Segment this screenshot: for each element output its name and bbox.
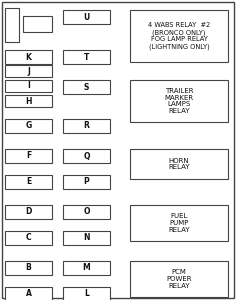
Bar <box>130 149 228 179</box>
Bar <box>63 149 110 163</box>
Text: C: C <box>26 233 31 242</box>
Text: N: N <box>83 233 90 242</box>
Text: P: P <box>84 178 89 187</box>
Text: S: S <box>84 82 89 91</box>
Bar <box>5 8 19 42</box>
Text: O: O <box>83 208 90 217</box>
Bar <box>23 16 52 32</box>
Bar <box>5 95 52 107</box>
Text: G: G <box>25 122 32 130</box>
Text: I: I <box>27 82 30 91</box>
Bar <box>63 175 110 189</box>
Bar <box>5 287 52 300</box>
Bar <box>130 205 228 241</box>
Bar <box>63 119 110 133</box>
Bar <box>63 231 110 245</box>
Text: T: T <box>84 52 89 62</box>
Bar <box>5 149 52 163</box>
Bar <box>5 119 52 133</box>
Bar <box>63 10 110 24</box>
Text: L: L <box>84 290 89 298</box>
Bar <box>5 175 52 189</box>
Bar <box>5 205 52 219</box>
Text: E: E <box>26 178 31 187</box>
Bar <box>63 205 110 219</box>
Bar <box>5 261 52 275</box>
Bar <box>130 10 228 62</box>
Text: PCM
POWER
RELAY: PCM POWER RELAY <box>166 269 192 289</box>
Text: TRAILER
MARKER
LAMPS
RELAY: TRAILER MARKER LAMPS RELAY <box>164 88 194 114</box>
Bar <box>130 80 228 122</box>
Text: R: R <box>84 122 89 130</box>
Text: FUEL
PUMP
RELAY: FUEL PUMP RELAY <box>168 213 190 233</box>
Text: U: U <box>83 13 90 22</box>
Text: K: K <box>25 52 31 62</box>
Text: M: M <box>83 263 90 272</box>
Text: 4 WABS RELAY  #2
(BRONCO ONLY)
FOG LAMP RELAY
(LIGHTNING ONLY): 4 WABS RELAY #2 (BRONCO ONLY) FOG LAMP R… <box>148 22 210 50</box>
Bar <box>5 80 52 92</box>
Bar <box>5 65 52 77</box>
Bar <box>63 50 110 64</box>
Text: J: J <box>27 67 30 76</box>
Bar <box>63 80 110 94</box>
Bar <box>63 261 110 275</box>
Text: A: A <box>25 290 31 298</box>
Text: D: D <box>25 208 32 217</box>
Bar <box>130 261 228 297</box>
Text: F: F <box>26 152 31 160</box>
Bar <box>5 50 52 64</box>
Bar <box>5 231 52 245</box>
Text: H: H <box>25 97 32 106</box>
Bar <box>63 287 110 300</box>
Text: HORN
RELAY: HORN RELAY <box>168 158 190 170</box>
Text: B: B <box>26 263 31 272</box>
Text: Q: Q <box>83 152 90 160</box>
